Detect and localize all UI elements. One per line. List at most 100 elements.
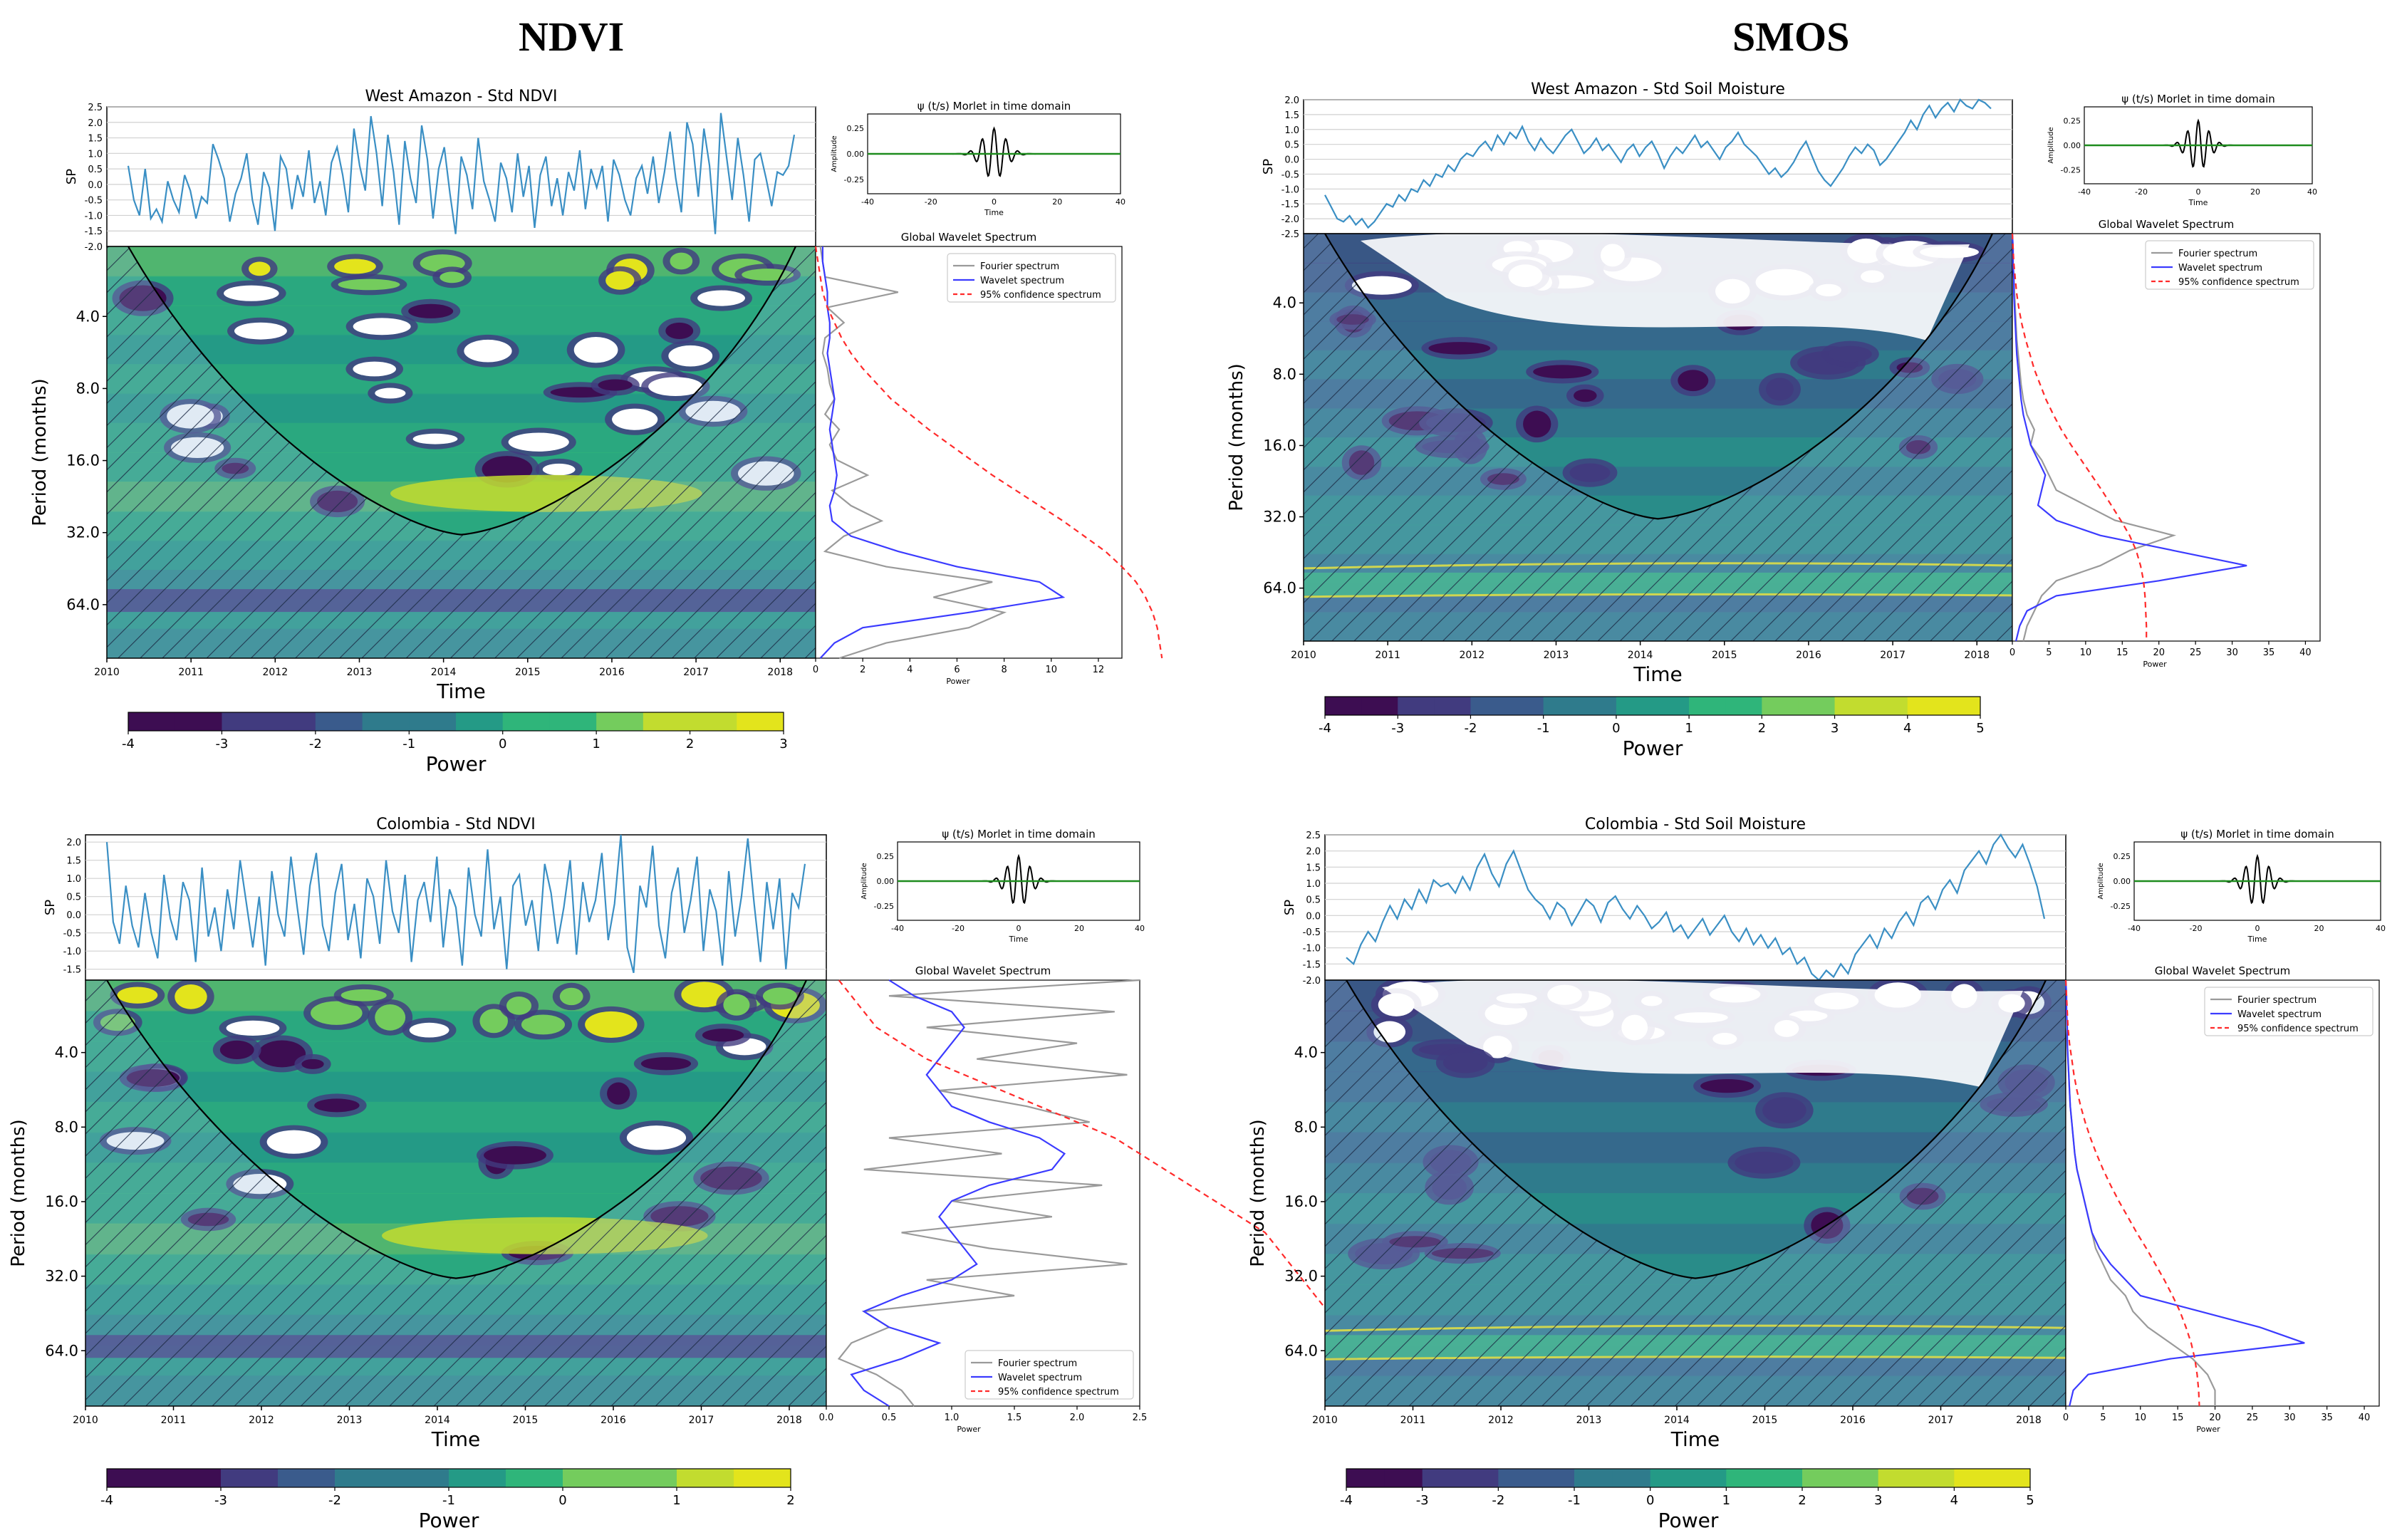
wavelet-contour-blob [1678,370,1709,392]
wavelet-contour-blob [175,984,207,1009]
sp-tick-label: 1.0 [88,149,103,160]
wavelet-contour-blob [375,1004,406,1031]
wavelet-contour-blob [585,1011,638,1038]
wavelet-spectrum-line [850,979,1066,1407]
sp-tick-label: -1.5 [85,227,103,237]
gws-axes-frame [815,246,1123,659]
period-tick-label: 64.0 [66,596,100,613]
colorbar-tick-label: -3 [215,737,228,751]
wavelet-contour-blob [1574,389,1597,402]
legend-label: 95% confidence spectrum [2237,1024,2359,1034]
morlet-ytick-label: 0.00 [2064,141,2081,150]
sp-tick-label: -1.0 [63,947,81,957]
colorbar-segment [506,1469,563,1487]
colorbar-segment [563,1469,620,1487]
colorbar-tick-label: 2 [1758,721,1766,736]
gws-legend [965,1350,1134,1400]
time-tick-label: 2014 [1628,650,1653,661]
morlet-ylabel: Amplitude [831,135,838,172]
period-tick-label: 16.0 [1263,437,1296,454]
colorbar-tick-label: -2 [1464,721,1477,736]
colorbar-segment [107,1469,165,1487]
time-tick-label: 2010 [94,667,120,678]
gws-xtick-label: 10 [2080,647,2092,658]
coi-hatching [1304,234,2012,641]
legend-label: Wavelet spectrum [2178,263,2262,274]
morlet-ytick-label: 0.00 [847,150,865,159]
wavelet-contour-blob [559,987,583,1006]
period-tick-label: 4.0 [55,1044,78,1061]
colorbar-tick-label: 4 [1950,1493,1958,1508]
gws-xtick-label: 0 [813,665,818,675]
wavelet-contour-blob [484,1146,546,1165]
coi-hatching [107,246,816,658]
colorbar-segment [1574,1469,1613,1487]
legend-label: Wavelet spectrum [980,276,1064,286]
sp-tick-label: 2.5 [88,103,103,113]
wavelet-contour-blob [648,377,703,397]
colorbar-frame [128,712,784,732]
gws-xtick-label: 1.0 [945,1412,960,1423]
morlet-xtick-label: 0 [2255,924,2260,933]
period-tick-label: 32.0 [1284,1268,1318,1285]
colorbar-segment [269,712,316,731]
gws-xtick-label: 2.0 [1070,1412,1085,1423]
sp-tick-label: -1.0 [1281,184,1299,195]
cone-of-influence [106,980,807,1279]
morlet-title: ψ (t/s) Morlet in time domain [917,100,1071,113]
colorbar-segment [677,1469,734,1487]
wavelet-contour-blob [1533,365,1592,379]
period-tick-label: 8.0 [1294,1118,1318,1135]
gws-xtick-label: 1.5 [1007,1412,1022,1423]
coi-hatching [1325,980,2066,1406]
gws-xtick-label: 12 [1093,665,1105,675]
sp-tick-label: -2.5 [1281,229,1299,240]
gws-axes-frame [2012,233,2321,642]
time-axis-label: Time [436,680,486,703]
colorbar-segment [1579,697,1617,715]
wavelet-spectrum-line [2011,233,2247,642]
colorbar-segment [1764,1469,1803,1487]
colorbar-segment [1543,697,1581,715]
legend-label: Wavelet spectrum [2237,1009,2322,1020]
colorbar-segment [549,712,597,731]
morlet-xtick-label: 40 [2376,924,2386,933]
gws-xtick-label: 5 [2100,1412,2106,1423]
sp-tick-label: 1.5 [66,856,81,867]
colorbar-segment [1992,1469,2031,1487]
sp-tick-label: 2.0 [88,118,103,129]
wavelet-contour-blob [224,285,279,301]
colorbar-segment [1361,697,1398,715]
sp-tick-label: -0.5 [63,929,81,940]
gws-xtick-label: 25 [2247,1412,2259,1423]
colorbar-tick-label: 1 [592,737,600,751]
time-tick-label: 2015 [513,1415,539,1426]
time-tick-label: 2013 [337,1415,363,1426]
period-tick-label: 8.0 [76,380,100,397]
colorbar-tick-label: 2 [1798,1493,1806,1508]
morlet-title: ψ (t/s) Morlet in time domain [2180,828,2334,841]
gws-xtick-label: 30 [2284,1412,2296,1423]
morlet-xtick-label: 20 [1074,924,1084,933]
gws-xtick-label: 15 [2172,1412,2184,1423]
time-tick-label: 2014 [1664,1415,1690,1426]
gws-xtick-label: 0.0 [819,1412,834,1423]
colorbar-tick-label: -2 [309,737,322,751]
wavelet-contour-blob [353,318,411,335]
time-axis-label: Time [1670,1427,1720,1451]
sp-series-line [1324,98,1992,229]
legend-label: Fourier spectrum [2178,249,2257,259]
time-tick-label: 2018 [1964,650,1990,661]
colorbar-segment [1612,1469,1651,1487]
period-tick-label: 4.0 [1294,1044,1318,1061]
morlet-ytick-label: -0.25 [874,902,894,911]
sp-axes-frame [1303,99,2013,234]
sp-tick-label: 0.0 [1284,155,1299,166]
panel-title: Colombia - Std Soil Moisture [1585,816,1806,833]
coi-hatching [85,980,826,1406]
wavelet-contour-blob [1762,1097,1806,1124]
colorbar-tick-label: 5 [2026,1493,2034,1508]
colorbar-segment [1653,697,1690,715]
morlet-xtick-label: 0 [992,197,997,207]
wavelet-period-band [85,1041,826,1073]
